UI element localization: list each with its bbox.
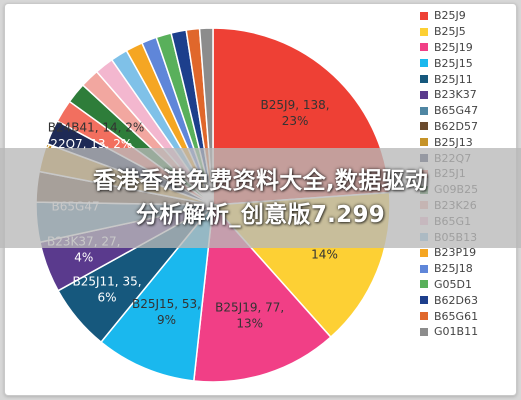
legend-label: B25J11	[434, 72, 473, 86]
legend-label: G01B11	[434, 325, 479, 339]
data-label-b22q7: B22Q7, 13, 2%	[42, 137, 132, 151]
legend-label: B23P19	[434, 246, 477, 260]
legend-label: B25J15	[434, 56, 473, 70]
legend-swatch	[420, 27, 428, 36]
legend-item-b23k37: B23K37	[420, 87, 515, 103]
legend-swatch	[420, 280, 428, 289]
watermark-line-2: 分析解析_创意版7.299	[135, 202, 386, 228]
legend-label: B25J19	[434, 40, 473, 54]
data-label-b25j9: B25J9, 138, 23%	[261, 98, 330, 128]
pie-slice-b25j19	[192, 203, 332, 383]
legend-label: B62D63	[434, 293, 479, 307]
legend-swatch	[420, 138, 428, 147]
legend-swatch	[420, 327, 428, 336]
legend-label: B65G47	[434, 104, 479, 118]
legend-swatch	[420, 75, 428, 84]
legend-item-b25j11: B25J11	[420, 71, 515, 87]
legend-item-b23p19: B23P19	[420, 245, 515, 261]
legend-item-b62d57: B62D57	[420, 119, 515, 135]
legend-label: B25J18	[434, 262, 473, 276]
legend-label: B25J9	[434, 9, 466, 23]
legend-swatch	[420, 90, 428, 99]
legend-swatch	[420, 296, 428, 305]
data-label-b25j11: B25J11, 35, 6%	[73, 274, 142, 304]
legend-swatch	[420, 43, 428, 52]
legend-item-g01b11: G01B11	[420, 324, 515, 340]
legend-label: B23K37	[434, 88, 477, 102]
watermark-line-1: 香港香港免费资料大全,数据驱动	[92, 168, 429, 194]
data-label-b25j1: B24B41, 14, 2%	[48, 121, 145, 135]
legend-item-b65g47: B65G47	[420, 103, 515, 119]
data-label-b25j5: 14%	[311, 247, 338, 261]
legend-item-b25j15: B25J15	[420, 55, 515, 71]
legend-item-g05d1: G05D1	[420, 277, 515, 293]
legend-swatch	[420, 312, 428, 321]
legend-swatch	[420, 248, 428, 257]
legend-item-b65g61: B65G61	[420, 308, 515, 324]
watermark-banner: 香港香港免费资料大全,数据驱动 分析解析_创意版7.299	[0, 148, 521, 248]
legend-swatch	[420, 264, 428, 273]
legend-label: B65G61	[434, 309, 479, 323]
legend-swatch	[420, 59, 428, 68]
legend-item-b25j5: B25J5	[420, 24, 515, 40]
legend-swatch	[420, 122, 428, 131]
legend-label: B25J5	[434, 25, 466, 39]
legend-item-b25j19: B25J19	[420, 40, 515, 56]
legend-label: B25J13	[434, 135, 473, 149]
legend-item-b25j18: B25J18	[420, 261, 515, 277]
legend-swatch	[420, 11, 428, 20]
legend-item-b25j9: B25J9	[420, 8, 515, 24]
legend-label: B62D57	[434, 119, 479, 133]
legend-item-b62d63: B62D63	[420, 292, 515, 308]
legend-item-b25j13: B25J13	[420, 134, 515, 150]
data-label-b25j15: B25J15, 53, 9%	[132, 297, 201, 327]
legend-swatch	[420, 106, 428, 115]
pie-slice-b25j15	[99, 202, 215, 382]
legend-label: G05D1	[434, 277, 472, 291]
data-label-b25j19: B25J19, 77, 13%	[215, 301, 284, 331]
